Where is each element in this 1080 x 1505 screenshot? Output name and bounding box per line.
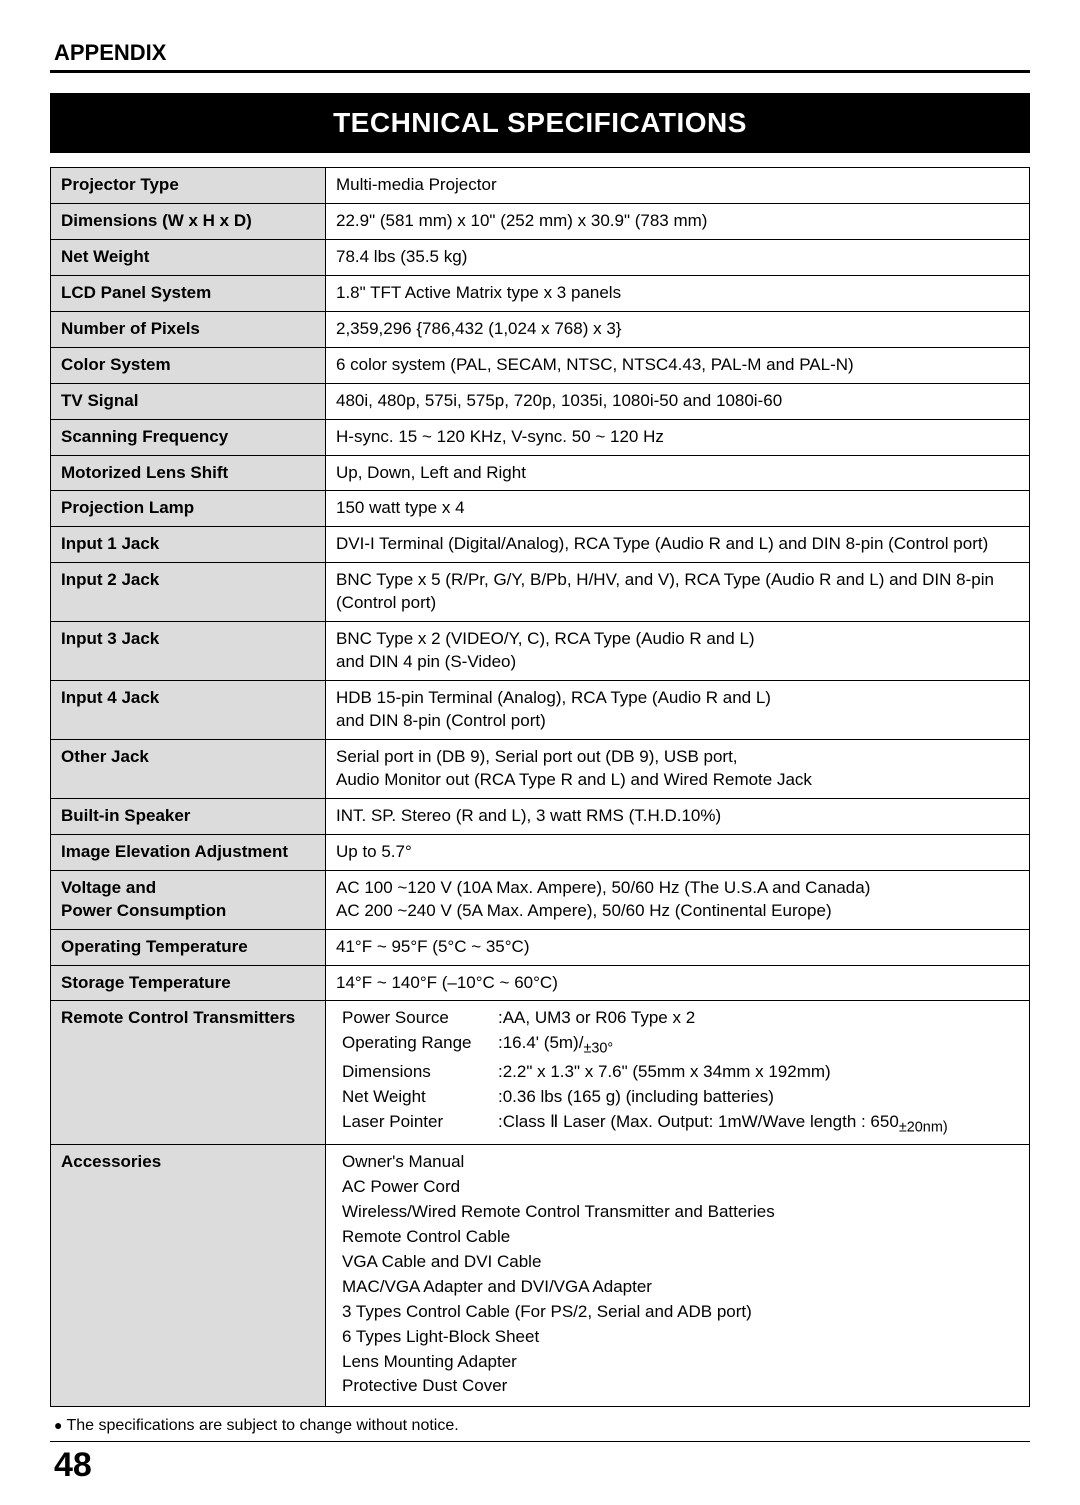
spec-key: Other Jack [51, 739, 326, 798]
table-row: Operating Temperature41°F ~ 95°F (5°C ~ … [51, 929, 1030, 965]
spec-key: Remote Control Transmitters [51, 1001, 326, 1145]
accessory-item: Lens Mounting Adapter [342, 1351, 1019, 1374]
table-row: Input 2 JackBNC Type x 5 (R/Pr, G/Y, B/P… [51, 563, 1030, 622]
spec-value: 150 watt type x 4 [326, 491, 1030, 527]
table-row: Accessories Owner's ManualAC Power CordW… [51, 1145, 1030, 1407]
spec-key: Operating Temperature [51, 929, 326, 965]
accessory-item: Wireless/Wired Remote Control Transmitte… [342, 1201, 1019, 1224]
spec-key: Input 1 Jack [51, 527, 326, 563]
spec-value: Owner's ManualAC Power CordWireless/Wire… [326, 1145, 1030, 1407]
table-row: Scanning FrequencyH-sync. 15 ~ 120 KHz, … [51, 419, 1030, 455]
spec-value: 2,359,296 {786,432 (1,024 x 768) x 3} [326, 311, 1030, 347]
spec-value: Power Source :AA, UM3 or R06 Type x 2 Op… [326, 1001, 1030, 1145]
spec-key: Projector Type [51, 168, 326, 204]
remote-subvalue: :16.4' (5m)/±30° [498, 1032, 1019, 1059]
title-bar: TECHNICAL SPECIFICATIONS [50, 93, 1030, 153]
table-row: Number of Pixels2,359,296 {786,432 (1,02… [51, 311, 1030, 347]
spec-key: Projection Lamp [51, 491, 326, 527]
table-row: Projection Lamp150 watt type x 4 [51, 491, 1030, 527]
table-row: Built-in SpeakerINT. SP. Stereo (R and L… [51, 798, 1030, 834]
spec-key: TV Signal [51, 383, 326, 419]
table-row: Motorized Lens ShiftUp, Down, Left and R… [51, 455, 1030, 491]
remote-subvalue: :AA, UM3 or R06 Type x 2 [498, 1007, 1019, 1030]
table-row: Input 1 JackDVI-I Terminal (Digital/Anal… [51, 527, 1030, 563]
spec-key: Accessories [51, 1145, 326, 1407]
remote-sublabel: Dimensions [342, 1061, 492, 1084]
spec-value: 6 color system (PAL, SECAM, NTSC, NTSC4.… [326, 347, 1030, 383]
table-row: Remote Control Transmitters Power Source… [51, 1001, 1030, 1145]
footnote: ●The specifications are subject to chang… [54, 1417, 1030, 1435]
spec-key: Motorized Lens Shift [51, 455, 326, 491]
spec-value: HDB 15-pin Terminal (Analog), RCA Type (… [326, 681, 1030, 740]
table-row: Dimensions (W x H x D)22.9" (581 mm) x 1… [51, 203, 1030, 239]
spec-key: Color System [51, 347, 326, 383]
spec-value: 1.8" TFT Active Matrix type x 3 panels [326, 275, 1030, 311]
spec-value: Serial port in (DB 9), Serial port out (… [326, 739, 1030, 798]
table-row: Input 3 JackBNC Type x 2 (VIDEO/Y, C), R… [51, 622, 1030, 681]
spec-key: LCD Panel System [51, 275, 326, 311]
table-row: Projector TypeMulti-media Projector [51, 168, 1030, 204]
spec-value: INT. SP. Stereo (R and L), 3 watt RMS (T… [326, 798, 1030, 834]
accessory-item: MAC/VGA Adapter and DVI/VGA Adapter [342, 1276, 1019, 1299]
spec-key: Scanning Frequency [51, 419, 326, 455]
table-row: Voltage andPower ConsumptionAC 100 ~120 … [51, 870, 1030, 929]
table-row: Input 4 JackHDB 15-pin Terminal (Analog)… [51, 681, 1030, 740]
accessory-item: Remote Control Cable [342, 1226, 1019, 1249]
remote-subvalue: :0.36 lbs (165 g) (including batteries) [498, 1086, 1019, 1109]
accessory-item: 6 Types Light-Block Sheet [342, 1326, 1019, 1349]
spec-key: Storage Temperature [51, 965, 326, 1001]
table-row: Color System6 color system (PAL, SECAM, … [51, 347, 1030, 383]
spec-value: Up to 5.7° [326, 834, 1030, 870]
table-row: Net Weight78.4 lbs (35.5 kg) [51, 239, 1030, 275]
section-heading: APPENDIX [54, 40, 1030, 66]
spec-value: H-sync. 15 ~ 120 KHz, V-sync. 50 ~ 120 H… [326, 419, 1030, 455]
spec-key: Input 3 Jack [51, 622, 326, 681]
spec-value: 22.9" (581 mm) x 10" (252 mm) x 30.9" (7… [326, 203, 1030, 239]
spec-key: Net Weight [51, 239, 326, 275]
spec-value: BNC Type x 2 (VIDEO/Y, C), RCA Type (Aud… [326, 622, 1030, 681]
spec-key: Dimensions (W x H x D) [51, 203, 326, 239]
table-row: Storage Temperature14°F ~ 140°F (–10°C ~… [51, 965, 1030, 1001]
remote-sublabel: Laser Pointer [342, 1111, 492, 1138]
spec-key: Voltage andPower Consumption [51, 870, 326, 929]
spec-value: 78.4 lbs (35.5 kg) [326, 239, 1030, 275]
accessory-item: Protective Dust Cover [342, 1375, 1019, 1398]
table-row: Image Elevation AdjustmentUp to 5.7° [51, 834, 1030, 870]
spec-key: Built-in Speaker [51, 798, 326, 834]
spec-key: Input 2 Jack [51, 563, 326, 622]
spec-value: 480i, 480p, 575i, 575p, 720p, 1035i, 108… [326, 383, 1030, 419]
spec-value: Up, Down, Left and Right [326, 455, 1030, 491]
spec-table: Projector TypeMulti-media ProjectorDimen… [50, 167, 1030, 1407]
spec-key: Input 4 Jack [51, 681, 326, 740]
spec-key: Image Elevation Adjustment [51, 834, 326, 870]
spec-value: 41°F ~ 95°F (5°C ~ 35°C) [326, 929, 1030, 965]
spec-value: 14°F ~ 140°F (–10°C ~ 60°C) [326, 965, 1030, 1001]
table-row: LCD Panel System1.8" TFT Active Matrix t… [51, 275, 1030, 311]
footnote-text: The specifications are subject to change… [66, 1417, 458, 1434]
accessory-item: AC Power Cord [342, 1176, 1019, 1199]
accessory-item: VGA Cable and DVI Cable [342, 1251, 1019, 1274]
table-row: TV Signal480i, 480p, 575i, 575p, 720p, 1… [51, 383, 1030, 419]
rule-top [50, 70, 1030, 73]
accessory-item: 3 Types Control Cable (For PS/2, Serial … [342, 1301, 1019, 1324]
spec-key: Number of Pixels [51, 311, 326, 347]
bullet-icon: ● [54, 1417, 62, 1433]
rule-bottom [50, 1441, 1030, 1442]
table-row: Other JackSerial port in (DB 9), Serial … [51, 739, 1030, 798]
remote-subvalue: :Class Ⅱ Laser (Max. Output: 1mW/Wave le… [498, 1111, 1019, 1138]
remote-sublabel: Net Weight [342, 1086, 492, 1109]
spec-value: AC 100 ~120 V (10A Max. Ampere), 50/60 H… [326, 870, 1030, 929]
spec-value: BNC Type x 5 (R/Pr, G/Y, B/Pb, H/HV, and… [326, 563, 1030, 622]
remote-sublabel: Operating Range [342, 1032, 492, 1059]
spec-value: DVI-I Terminal (Digital/Analog), RCA Typ… [326, 527, 1030, 563]
accessory-item: Owner's Manual [342, 1151, 1019, 1174]
remote-subvalue: :2.2" x 1.3" x 7.6" (55mm x 34mm x 192mm… [498, 1061, 1019, 1084]
page-number: 48 [54, 1446, 1030, 1485]
spec-value: Multi-media Projector [326, 168, 1030, 204]
remote-sublabel: Power Source [342, 1007, 492, 1030]
